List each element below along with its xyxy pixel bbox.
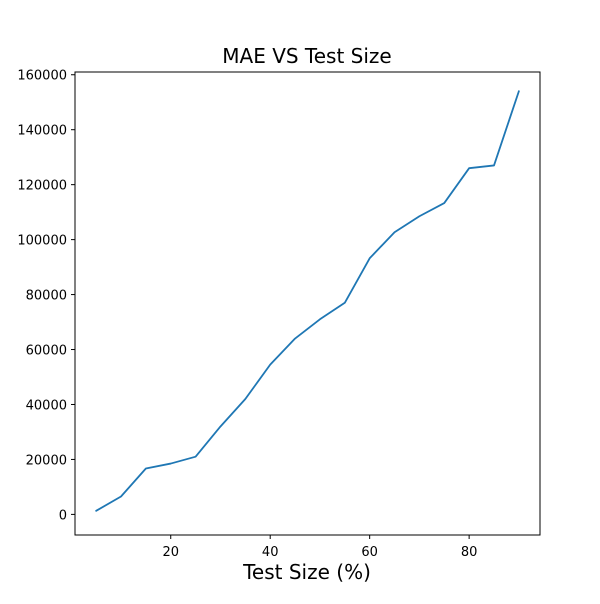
chart-title: MAE VS Test Size bbox=[222, 44, 391, 68]
y-tick-label: 40000 bbox=[26, 398, 67, 413]
x-axis-label: Test Size (%) bbox=[242, 560, 371, 584]
plot-frame bbox=[74, 71, 541, 536]
y-axis: 0 20000 40000 60000 80000 100000 120000 140000 1… bbox=[17, 69, 75, 523]
series-line bbox=[95, 90, 520, 512]
y-tick-label: 80000 bbox=[26, 289, 67, 304]
x-tick-label: 60 bbox=[361, 545, 378, 560]
y-tick-label: 20000 bbox=[26, 453, 67, 468]
x-axis: 20 40 60 80 bbox=[162, 535, 477, 560]
y-tick-label: 160000 bbox=[17, 69, 67, 84]
y-tick-label: 140000 bbox=[17, 124, 67, 139]
x-tick-label: 20 bbox=[162, 545, 179, 560]
x-tick-label: 80 bbox=[461, 545, 478, 560]
y-tick-label: 60000 bbox=[26, 344, 67, 359]
y-tick-label: 120000 bbox=[17, 179, 67, 194]
y-tick-label: 100000 bbox=[17, 234, 67, 249]
x-tick-label: 40 bbox=[262, 545, 279, 560]
y-tick-label: 0 bbox=[59, 508, 67, 523]
plot-area bbox=[74, 71, 541, 536]
